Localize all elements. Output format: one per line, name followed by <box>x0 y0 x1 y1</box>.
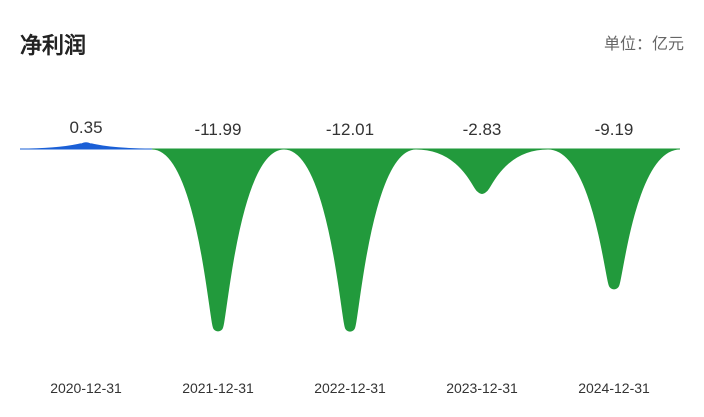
value-label: -9.19 <box>595 120 634 139</box>
area-mark-2023-12-31 <box>415 148 549 194</box>
value-label: -11.99 <box>195 120 242 139</box>
unit-label: 单位：亿元 <box>603 36 684 53</box>
tick-labels: 2020-12-31 2021-12-31 2022-12-31 2023-12-31… <box>50 380 650 396</box>
value-labels: 0.35 -11.99 -12.01 -2.83 -9.19 <box>69 118 633 139</box>
area-mark-2021-12-31 <box>151 148 285 332</box>
value-label: 0.35 <box>69 118 102 137</box>
chart-marks <box>19 142 681 332</box>
x-tick-label: 2020-12-31 <box>50 380 122 396</box>
x-tick-label: 2024-12-31 <box>578 380 650 396</box>
area-mark-2024-12-31 <box>547 148 681 290</box>
area-mark-2020-12-31 <box>19 142 153 150</box>
value-label: -2.83 <box>463 120 502 139</box>
x-tick-label: 2023-12-31 <box>446 380 518 396</box>
chart-title: 净利润 <box>20 33 87 58</box>
area-mark-2022-12-31 <box>283 148 417 332</box>
x-tick-label: 2021-12-31 <box>182 380 254 396</box>
value-label: -12.01 <box>326 120 374 139</box>
x-tick-label: 2022-12-31 <box>314 380 386 396</box>
